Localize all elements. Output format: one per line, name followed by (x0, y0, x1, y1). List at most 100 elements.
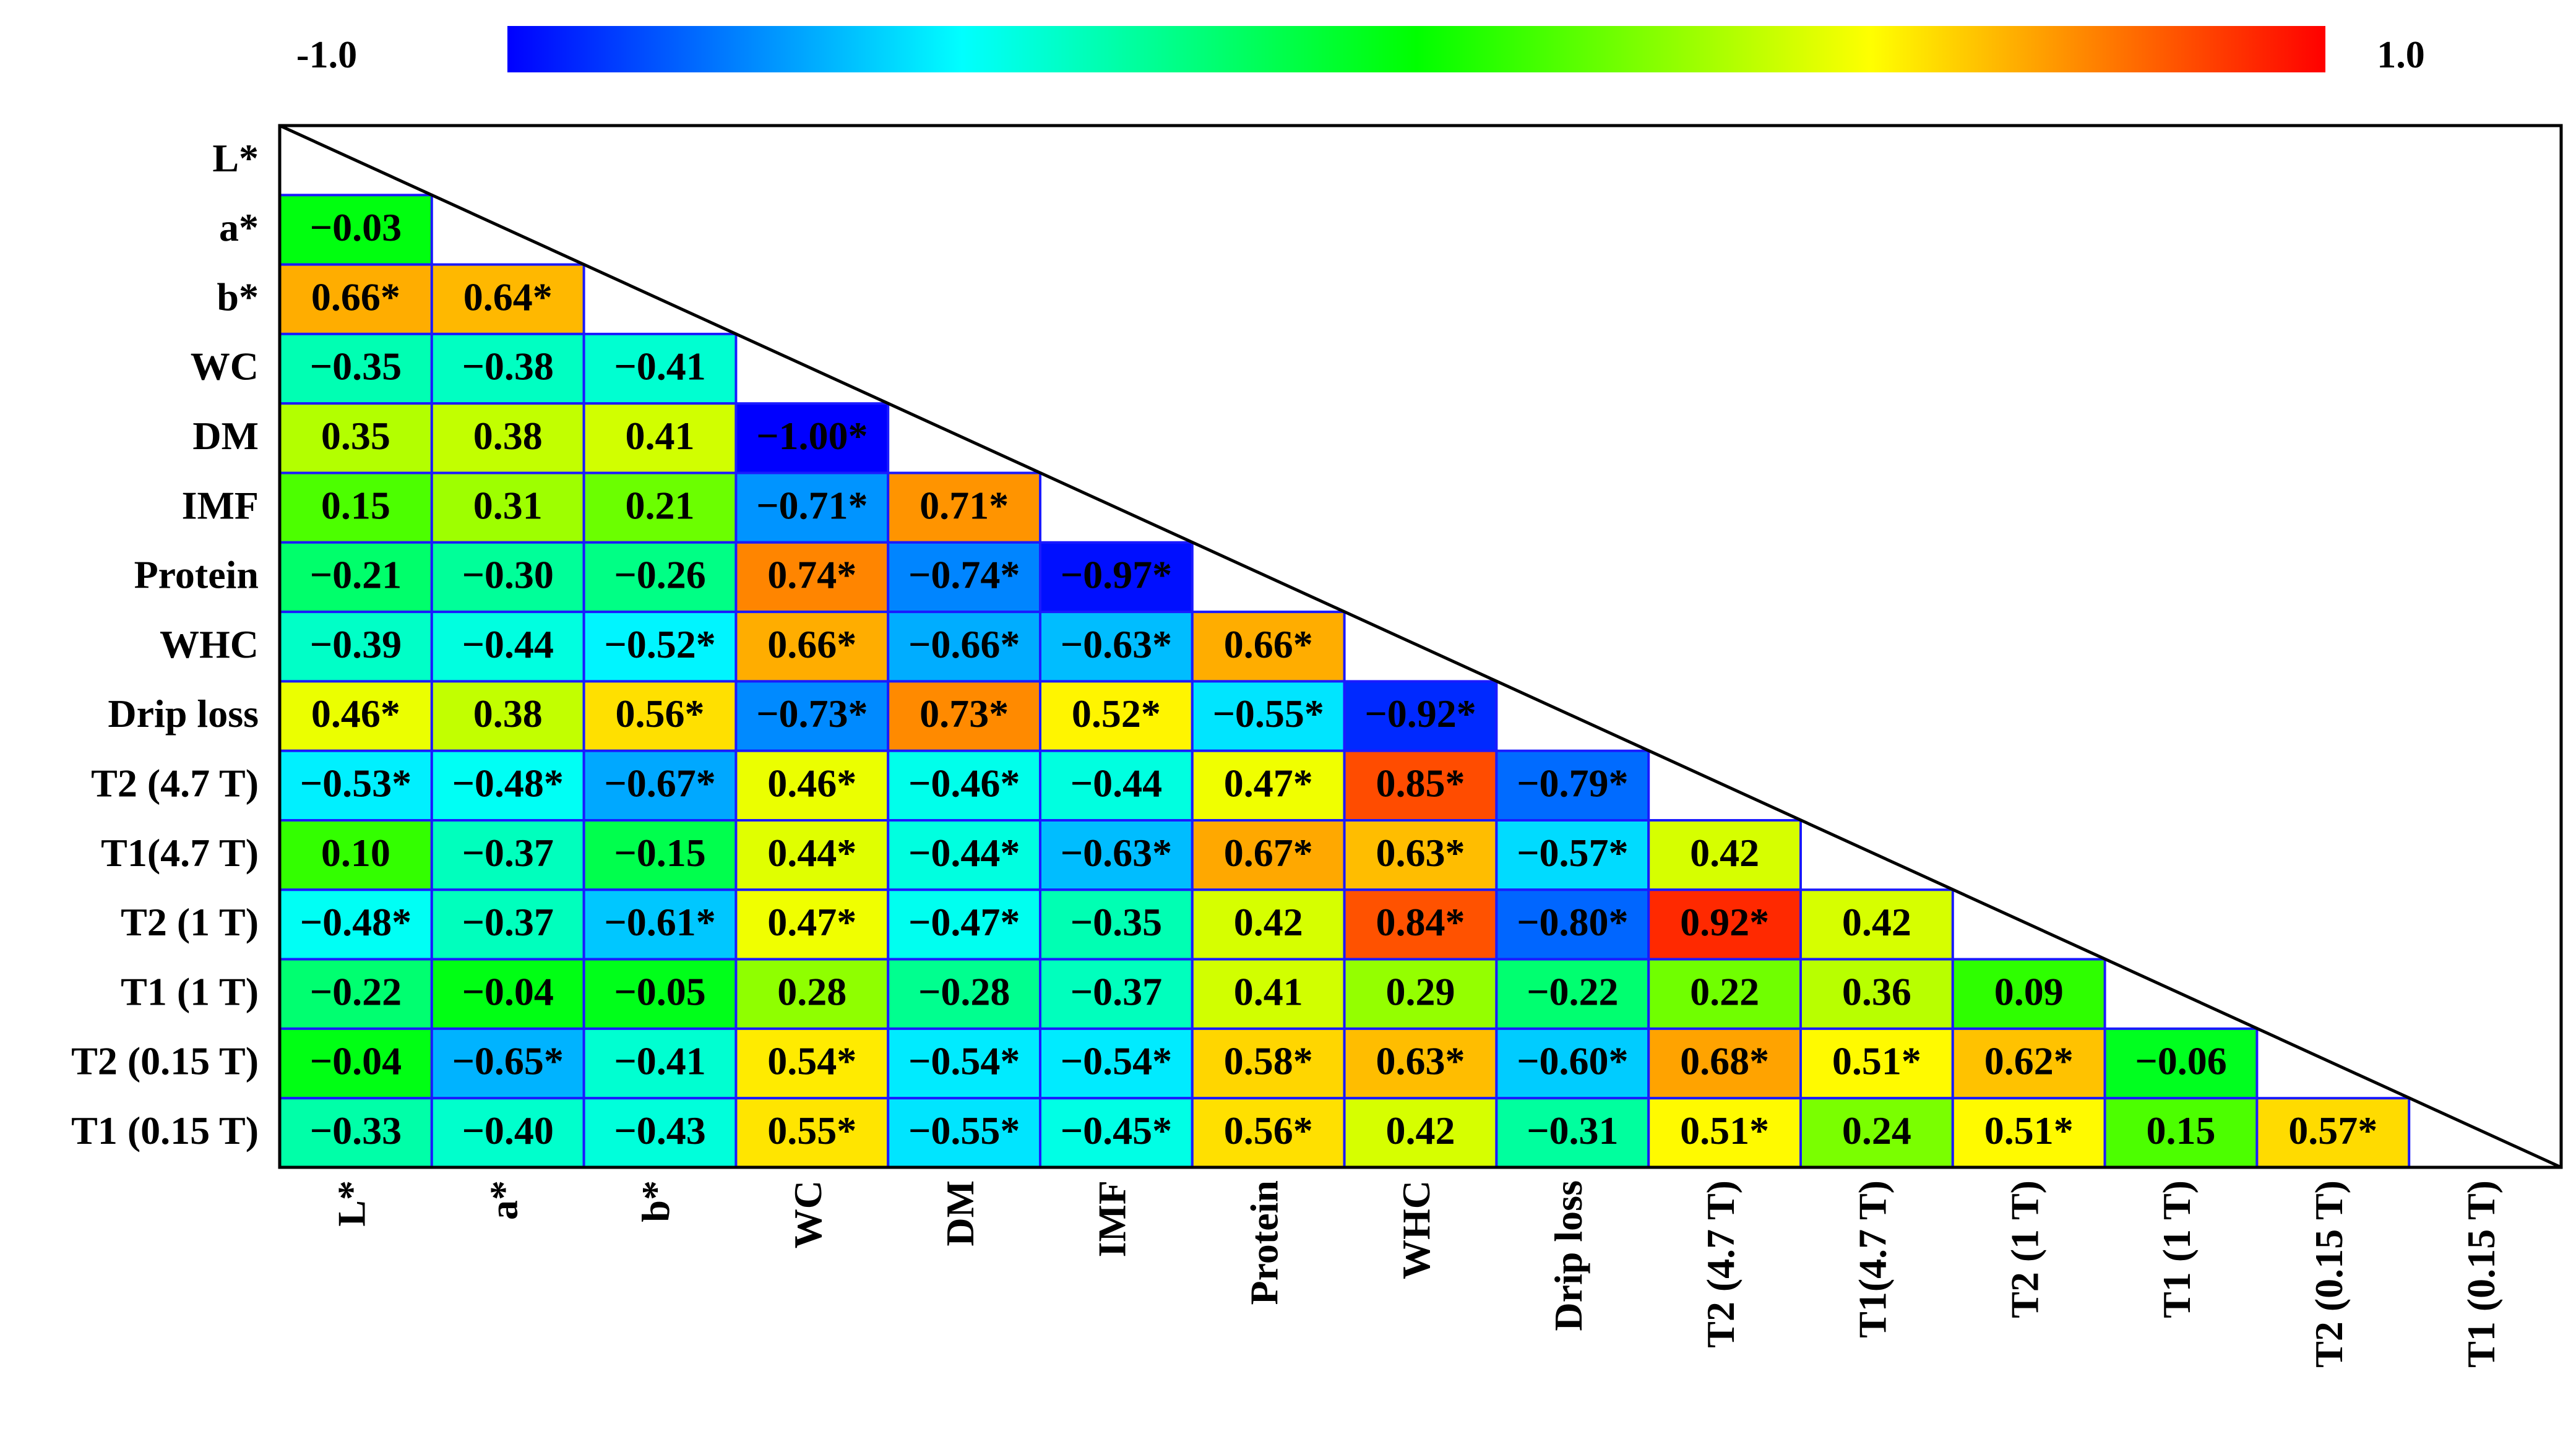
cell-value-label: −0.04 (462, 969, 553, 1013)
cell-value-label: 0.85* (1376, 762, 1465, 805)
cell-value-label: 0.58* (1224, 1039, 1313, 1083)
cell-value-label: 0.54* (767, 1039, 856, 1083)
heatmap-cell (278, 263, 433, 335)
cell-value-label: 0.44* (767, 831, 856, 875)
row-label: L* (212, 136, 259, 180)
cell-value-label: 0.55* (767, 1109, 856, 1152)
column-label: T2 (0.15 T) (2307, 1180, 2351, 1368)
cell-value-label: 0.28 (777, 969, 846, 1013)
cell-value-label: −0.05 (614, 969, 705, 1013)
cell-value-label: −0.40 (462, 1109, 553, 1152)
row-label: IMF (182, 483, 259, 527)
cell-value-label: −0.04 (310, 1039, 402, 1083)
cell-value-label: 0.38 (473, 414, 543, 458)
cell-value-label: 0.64* (463, 275, 553, 319)
heatmap-cell (1647, 958, 1802, 1030)
cell-value-label: −0.60* (1517, 1039, 1628, 1083)
heatmap-cell (430, 471, 585, 544)
heatmap-cell (734, 958, 890, 1030)
heatmap-cell (1039, 958, 1194, 1030)
column-label: DM (938, 1180, 982, 1247)
cell-value-label: −0.39 (310, 622, 402, 666)
heatmap-cell (734, 541, 890, 614)
column-label: T1 (0.15 T) (2459, 1180, 2503, 1368)
cell-value-label: −0.73* (756, 692, 868, 736)
heatmap-cell (1039, 1027, 1194, 1100)
cell-value-label: −0.35 (310, 345, 402, 388)
cell-value-label: −0.38 (462, 345, 553, 388)
row-label: T2 (4.7 T) (91, 762, 259, 805)
cell-value-label: −0.65* (452, 1039, 563, 1083)
column-label: Drip loss (1546, 1180, 1590, 1331)
cell-value-label: −0.06 (2135, 1039, 2226, 1083)
cell-value-label: −0.41 (614, 1039, 705, 1083)
colorbar-min-label: -1.0 (296, 34, 357, 76)
heatmap-cell (1039, 888, 1194, 961)
column-label: L* (330, 1180, 374, 1227)
heatmap-cell (1647, 1027, 1802, 1100)
diagonal-line (278, 124, 2562, 1169)
cell-value-label: −0.45* (1061, 1109, 1172, 1152)
cell-value-label: −0.67* (604, 762, 715, 805)
cell-value-label: −0.92* (1364, 692, 1476, 736)
heatmap-cell (734, 1097, 890, 1169)
cell-value-label: 0.57* (2288, 1109, 2377, 1152)
cell-value-label: −0.48* (452, 762, 563, 805)
heatmap-cell (734, 749, 890, 822)
heatmap-cell (1495, 958, 1650, 1030)
cell-value-label: 0.63* (1376, 1039, 1465, 1083)
cell-value-label: 0.51* (1984, 1109, 2074, 1152)
cell-value-label: 0.73* (920, 692, 1009, 736)
heatmap-cell (1191, 1027, 1346, 1100)
heatmap-cell (278, 749, 433, 822)
cell-value-label: −0.33 (310, 1109, 402, 1152)
cell-value-label: −0.31 (1527, 1109, 1618, 1152)
cell-value-label: 0.46* (311, 692, 400, 736)
cell-value-label: −0.37 (462, 900, 553, 944)
cell-value-label: −0.37 (462, 831, 553, 875)
heatmap-cell (430, 958, 585, 1030)
cell-value-label: −0.41 (614, 345, 705, 388)
row-label: a* (219, 205, 259, 249)
heatmap-cell (1799, 958, 1954, 1030)
cell-value-label: −0.48* (300, 900, 411, 944)
cell-value-label: −0.61* (604, 900, 715, 944)
cell-value-label: 0.47* (1224, 762, 1313, 805)
cell-value-label: 0.62* (1984, 1039, 2074, 1083)
heatmap-cell (1495, 749, 1650, 822)
column-label: Protein (1242, 1180, 1286, 1305)
cell-value-label: 0.46* (767, 762, 856, 805)
row-label: WHC (160, 622, 259, 666)
cell-value-label: −0.47* (908, 900, 1020, 944)
heatmap-cell (1039, 541, 1194, 614)
heatmap-cell (1799, 1027, 1954, 1100)
row-label: Drip loss (108, 692, 259, 736)
row-label: Protein (134, 553, 259, 597)
cell-value-label: −0.54* (1061, 1039, 1172, 1083)
plot-frame (278, 124, 2563, 1169)
cell-value-label: 0.67* (1224, 831, 1313, 875)
cell-value-label: −0.30 (462, 553, 553, 597)
heatmap-cell (278, 958, 433, 1030)
heatmap-cell (278, 819, 433, 891)
row-label: WC (191, 345, 259, 388)
heatmap-cell (887, 819, 1041, 891)
row-label: T1 (0.15 T) (71, 1109, 259, 1152)
cell-value-label: 0.51* (1832, 1039, 1921, 1083)
heatmap-cell (1799, 1097, 1954, 1169)
heatmap-cell (1343, 1097, 1498, 1169)
heatmap-cell (887, 1027, 1041, 1100)
cell-value-label: 0.42 (1690, 831, 1759, 875)
heatmap-cell (582, 680, 738, 752)
cell-value-label: −0.22 (310, 969, 402, 1013)
heatmap-cell (734, 402, 890, 474)
cell-value-label: −0.22 (1527, 969, 1618, 1013)
heatmap-cell (430, 541, 585, 614)
cell-value-label: −0.55* (908, 1109, 1020, 1152)
colorbar (507, 26, 2325, 72)
cell-value-label: 0.71* (920, 483, 1009, 527)
cell-value-label: −0.71* (756, 483, 868, 527)
heatmap-cell (2103, 1027, 2259, 1100)
